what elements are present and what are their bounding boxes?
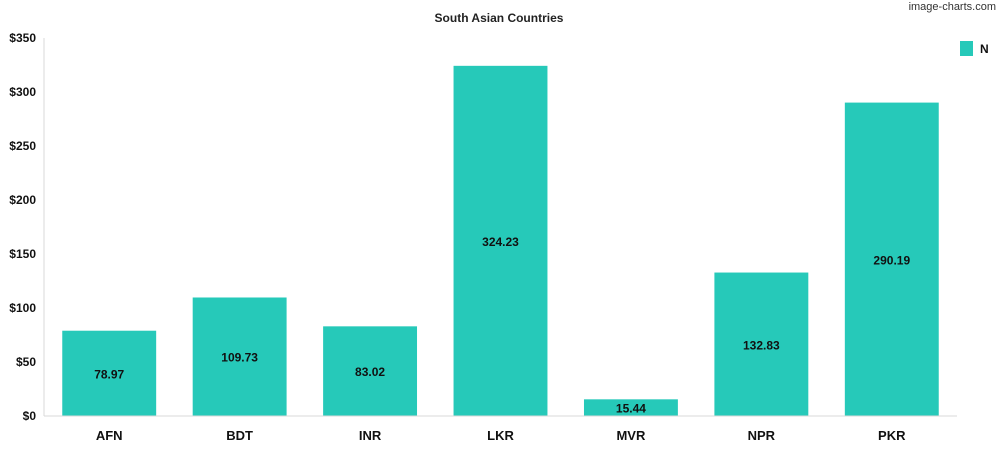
- y-tick-label: $300: [9, 85, 36, 99]
- y-tick-label: $50: [16, 355, 36, 369]
- y-tick-label: $250: [9, 139, 36, 153]
- y-tick-label: $150: [9, 247, 36, 261]
- bars-group: 78.97 109.73 83.02 324.23 15.44 132.83 290.19: [62, 65, 939, 417]
- y-tick-label: $350: [9, 31, 36, 45]
- legend-swatch: [960, 41, 973, 56]
- bar-pkr: [844, 102, 939, 417]
- data-label-lkr: 324.23: [482, 235, 519, 249]
- x-tick-label-pkr: PKR: [878, 428, 906, 443]
- bar-npr: [714, 272, 809, 416]
- data-label-afn: 78.97: [94, 367, 124, 381]
- bar-bdt: [192, 297, 287, 416]
- x-tick-label-npr: NPR: [748, 428, 776, 443]
- bar-lkr: [453, 65, 548, 416]
- x-tick-label-mvr: MVR: [616, 428, 646, 443]
- data-label-bdt: 109.73: [221, 351, 258, 365]
- x-tick-label-afn: AFN: [96, 428, 123, 443]
- x-tick-label-bdt: BDT: [226, 428, 253, 443]
- data-label-pkr: 290.19: [873, 253, 910, 267]
- bar-afn: [62, 330, 157, 416]
- legend: N: [960, 41, 989, 56]
- x-axis: AFN BDT INR LKR MVR NPR PKR: [44, 415, 957, 443]
- data-label-inr: 83.02: [355, 365, 385, 379]
- x-tick-label-lkr: LKR: [487, 428, 514, 443]
- bar-inr: [323, 326, 418, 416]
- x-tick-label-inr: INR: [359, 428, 382, 443]
- y-tick-label: $100: [9, 301, 36, 315]
- watermark-text: image-charts.com: [909, 1, 996, 13]
- data-label-mvr: 15.44: [616, 402, 646, 416]
- legend-label: N: [980, 42, 989, 56]
- chart-title: South Asian Countries: [435, 11, 564, 25]
- y-tick-label: $200: [9, 193, 36, 207]
- y-axis: $0 $50 $100 $150 $200 $250 $300 $350: [9, 31, 45, 423]
- bar-mvr: [583, 399, 678, 416]
- y-tick-label: $0: [23, 409, 37, 423]
- data-label-npr: 132.83: [743, 338, 780, 352]
